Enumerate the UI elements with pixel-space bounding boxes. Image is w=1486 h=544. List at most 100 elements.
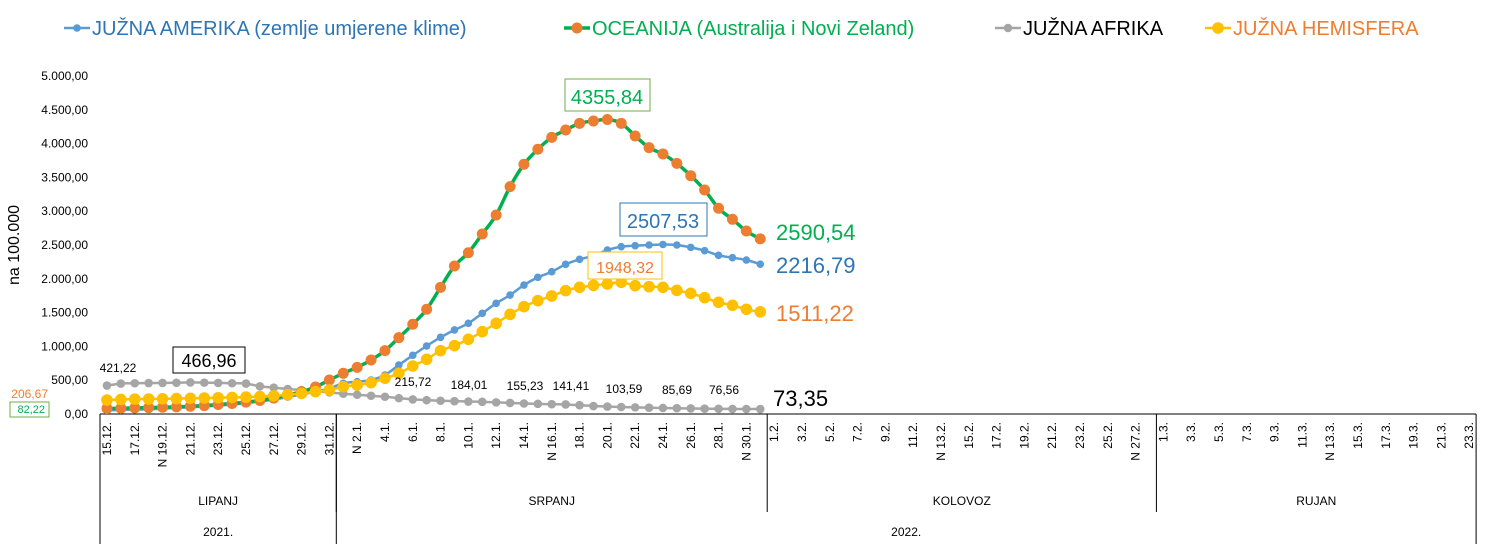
data-point (199, 378, 209, 387)
x-tick-label: 19.2. (1017, 422, 1031, 449)
data-label-box (619, 202, 708, 237)
x-tick-label: 25.12. (239, 422, 253, 455)
data-point (504, 181, 516, 193)
legend: JUŽNA AMERIKA (zemlje umjerene klime) OCE… (64, 17, 1419, 40)
data-point (421, 303, 433, 315)
data-point (630, 403, 640, 412)
data-point (645, 241, 653, 249)
data-label-text: 4355,84 (571, 87, 643, 109)
data-label-text: 184,01 (451, 378, 488, 392)
data-label: 1511,22 (776, 301, 854, 326)
data-label-text: 2590,54 (776, 220, 856, 245)
data-label-text: 1511,22 (776, 301, 854, 326)
data-point (351, 361, 363, 373)
data-point (629, 130, 641, 142)
data-point (143, 402, 155, 414)
month-label: LIPANJ (198, 494, 238, 508)
x-tick-label: 10.1. (461, 422, 475, 449)
data-point (267, 390, 280, 402)
x-tick-label: 6.1. (406, 422, 420, 442)
data-point (755, 404, 765, 414)
x-tick-label: 12.1. (489, 422, 503, 449)
legend-item-southern-hemisphere: JUŽNA HEMISFERA (1205, 17, 1419, 40)
data-label-text: 466,96 (181, 351, 236, 371)
data-point (560, 124, 572, 136)
data-label-text: 206,67 (11, 387, 48, 401)
data-point (644, 403, 654, 413)
data-label-text: 76,56 (709, 383, 739, 397)
data-point (170, 401, 182, 413)
x-tick-label: 20.1. (600, 422, 614, 449)
data-label: 421,22 (100, 361, 137, 375)
data-point (490, 317, 502, 330)
data-point (659, 240, 667, 249)
data-point (408, 351, 417, 360)
data-point (142, 393, 155, 405)
y-tick-label: 2.000,00 (41, 272, 88, 286)
x-tick-label: 3.3. (1184, 422, 1198, 442)
data-point (295, 387, 308, 400)
data-label: 2507,53 (619, 202, 708, 237)
data-point (366, 391, 376, 401)
data-point (198, 392, 211, 404)
x-tick-label: 17.12. (128, 422, 142, 455)
x-tick-label: 3.2. (795, 422, 809, 442)
data-point (532, 143, 544, 155)
x-tick-label: 5.2. (823, 422, 837, 442)
data-point (534, 273, 542, 282)
data-label: 141,41 (553, 379, 590, 393)
data-point (490, 209, 502, 221)
data-point (533, 399, 543, 409)
y-tick-label: 4.500,00 (41, 103, 88, 117)
data-point (658, 403, 668, 413)
data-point (450, 396, 459, 406)
x-tick-label: 24.1. (656, 422, 670, 449)
legend-swatch-marker (1212, 22, 1224, 34)
data-label: 206,67 (11, 387, 48, 401)
data-point (631, 241, 639, 250)
data-point (379, 372, 391, 385)
data-label-text: 1948,32 (596, 260, 654, 277)
data-point (615, 117, 627, 129)
data-point (559, 284, 572, 297)
data-point (504, 308, 516, 321)
x-tick-label: 15.2. (962, 422, 976, 449)
data-point (754, 233, 766, 245)
data-point (395, 361, 403, 369)
x-tick-label: 9.2. (878, 422, 892, 442)
x-tick-label: 21.2. (1045, 422, 1059, 449)
data-point (506, 291, 514, 299)
data-label: 4355,84 (564, 78, 651, 112)
y-tick-label: 3.000,00 (41, 204, 88, 218)
data-point (393, 367, 405, 380)
x-tick-label: 28.1. (712, 422, 726, 449)
data-point (574, 117, 586, 129)
data-point (309, 385, 322, 398)
data-point (422, 395, 431, 405)
data-point (101, 402, 113, 414)
data-point (714, 251, 723, 260)
x-tick-label: 1.3. (1156, 422, 1170, 442)
data-point (686, 243, 695, 252)
data-point (742, 256, 751, 264)
data-point (726, 299, 739, 312)
data-point (212, 391, 224, 404)
data-point (587, 279, 600, 292)
data-label-text: 155,23 (507, 379, 544, 393)
data-point (643, 280, 655, 293)
y-tick-label: 1.000,00 (41, 339, 88, 353)
data-point (673, 241, 681, 249)
data-point (240, 391, 252, 403)
y-tick-label: 4.000,00 (41, 137, 88, 151)
data-point (184, 400, 196, 412)
y-tick-label: 5.000,00 (41, 69, 88, 83)
data-point (115, 393, 127, 406)
x-tick-label: 8.1. (434, 422, 448, 442)
data-label: 1948,32 (587, 251, 663, 280)
month-label: SRPANJ (529, 494, 575, 508)
data-point (728, 404, 737, 414)
data-point (700, 404, 709, 413)
data-point (156, 392, 169, 405)
data-point (713, 202, 725, 214)
